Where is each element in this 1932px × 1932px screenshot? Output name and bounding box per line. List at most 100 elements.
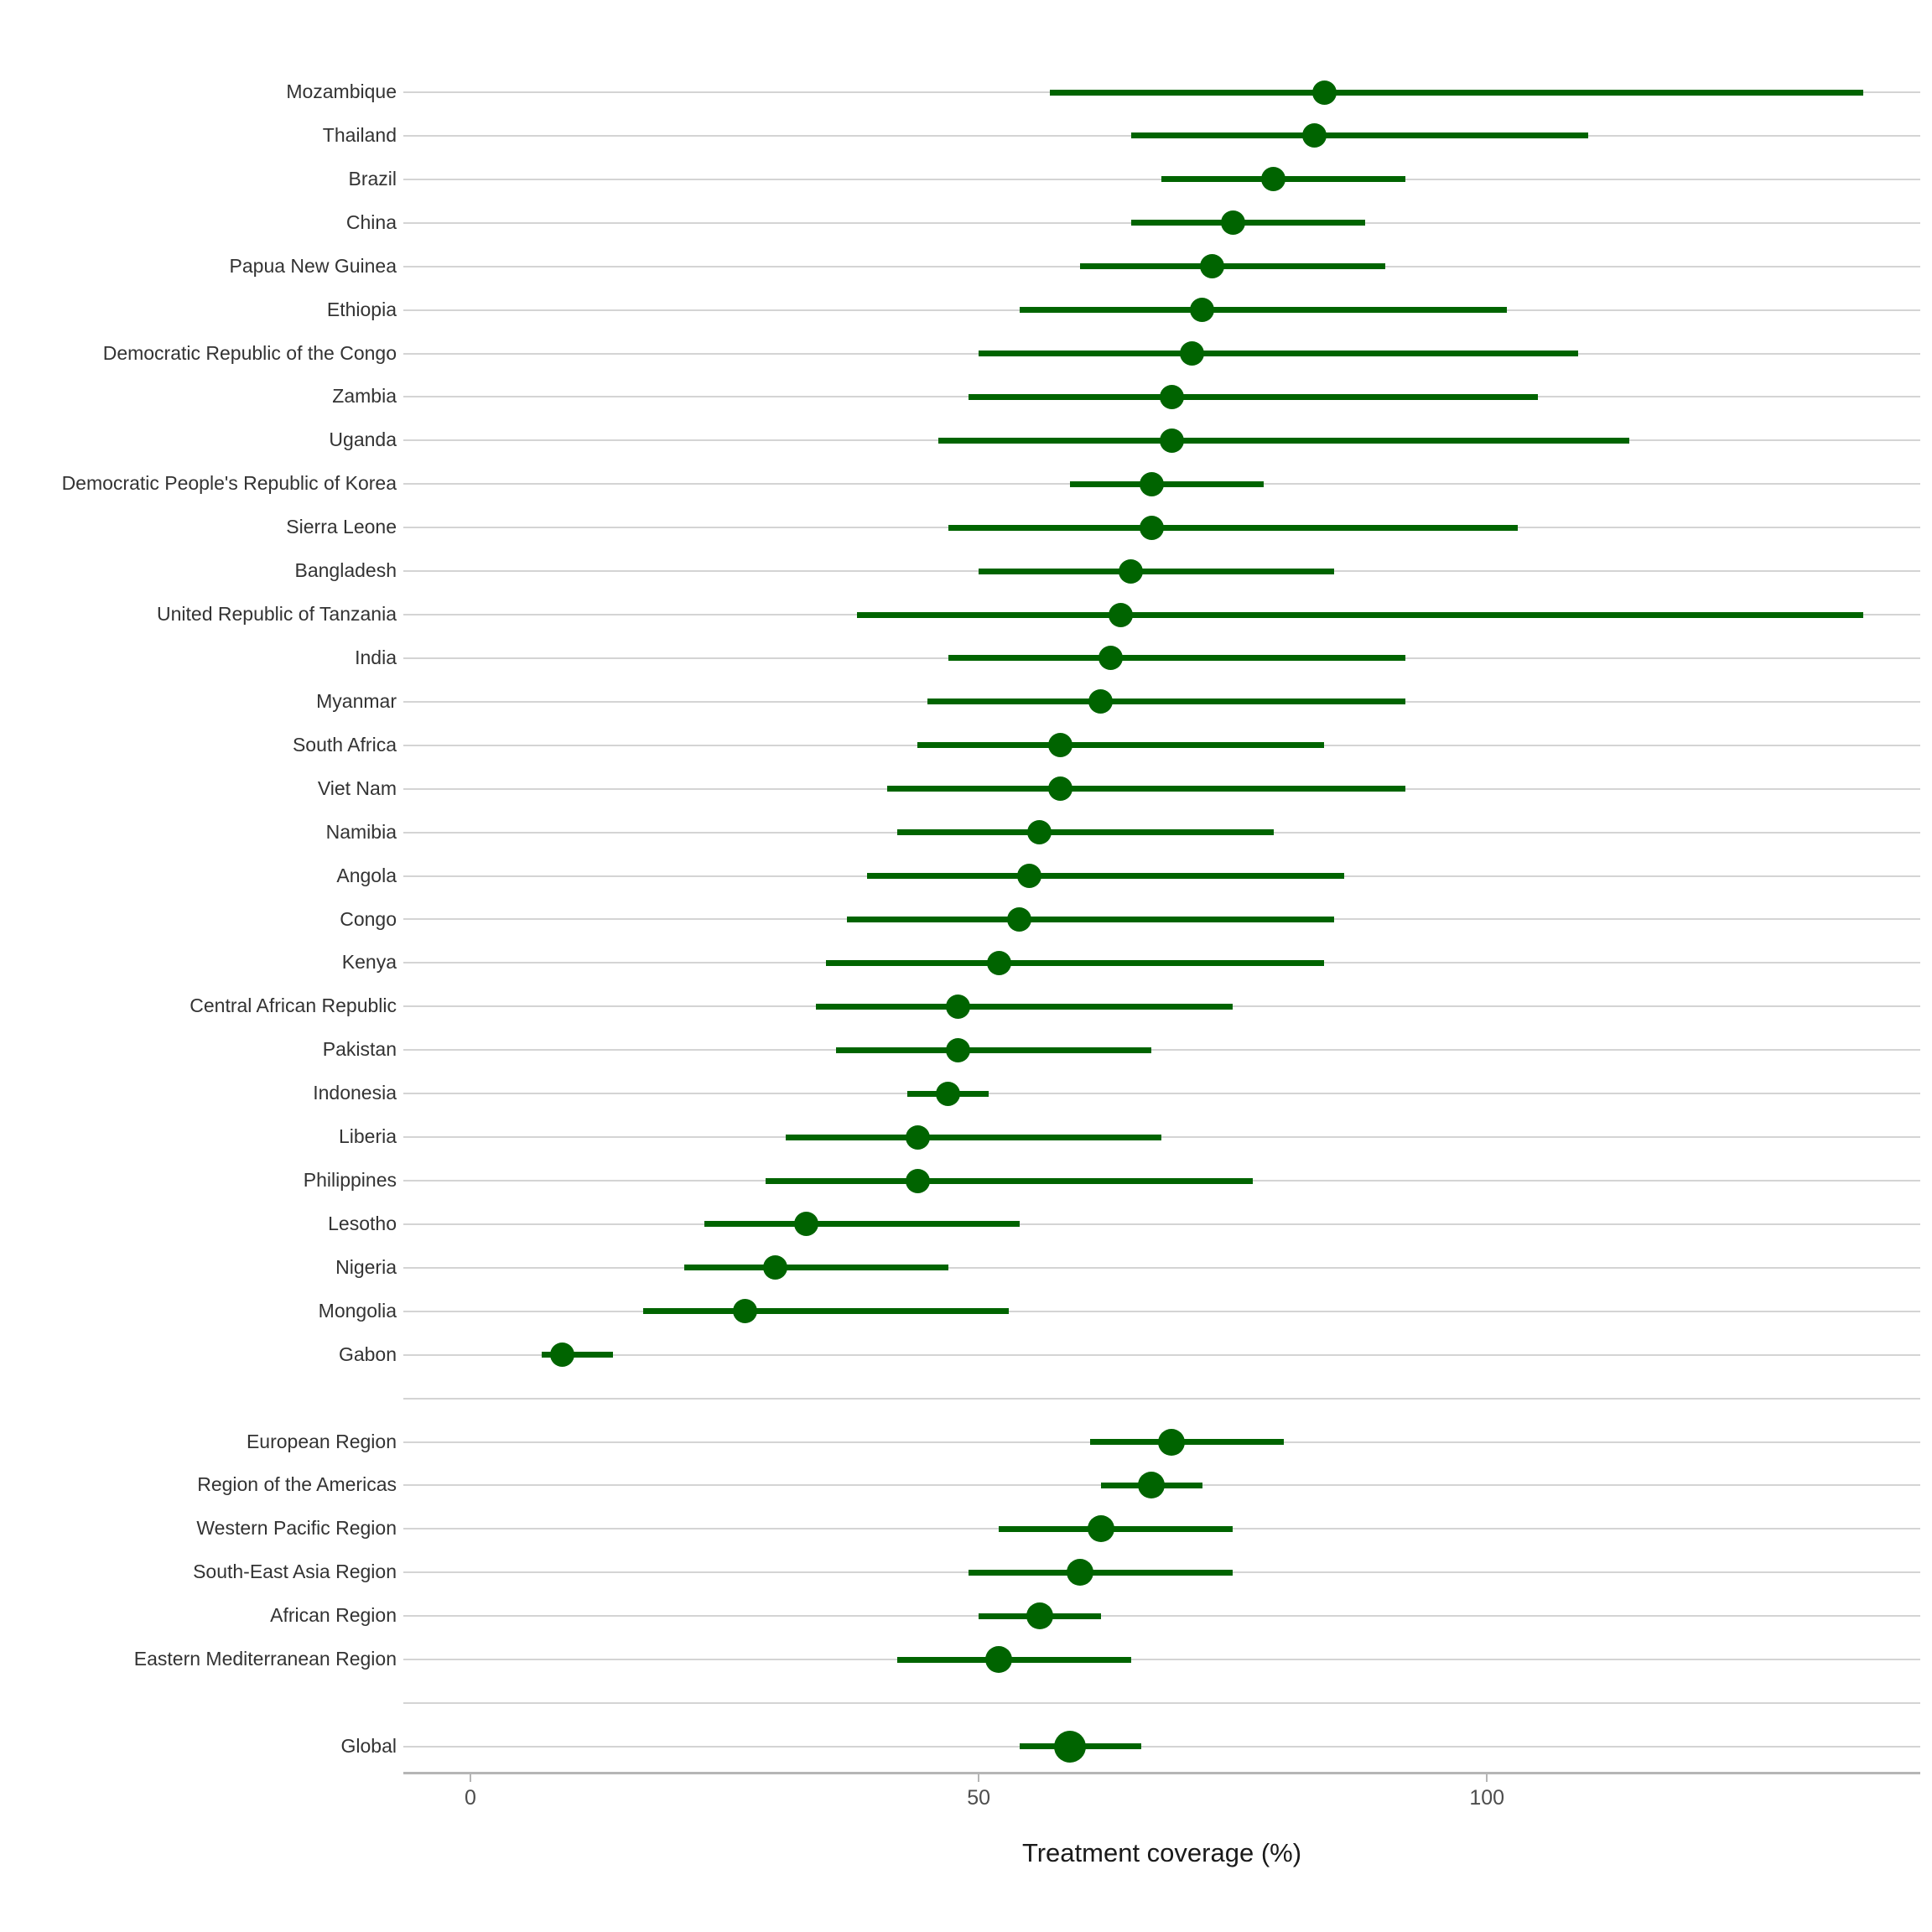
row-label: Zambia	[332, 385, 397, 408]
ci-interval-line	[999, 1525, 1233, 1532]
row-label: Namibia	[325, 820, 397, 843]
row-label: Western Pacific Region	[196, 1517, 397, 1540]
ci-interval-line	[866, 873, 1345, 880]
row-label: Mozambique	[286, 80, 397, 103]
estimate-dot	[732, 1299, 757, 1324]
ci-interval-line	[979, 351, 1579, 357]
ci-interval-line	[826, 959, 1325, 966]
x-axis-tick-mark	[1486, 1774, 1488, 1782]
row-gridline	[403, 1093, 1920, 1095]
x-axis-tick-mark	[978, 1774, 980, 1782]
estimate-dot	[1159, 384, 1184, 409]
estimate-dot	[1027, 820, 1052, 845]
estimate-dot	[905, 1124, 930, 1150]
row-label: South-East Asia Region	[193, 1561, 397, 1583]
x-axis-tick-label: 100	[1469, 1786, 1505, 1810]
row-label: Central African Republic	[190, 995, 397, 1017]
row-label: Ethiopia	[326, 298, 397, 320]
estimate-dot	[1067, 1559, 1094, 1587]
estimate-dot	[905, 1168, 930, 1193]
ci-interval-line	[948, 655, 1406, 662]
estimate-dot	[1180, 341, 1205, 366]
ci-interval-line	[968, 1569, 1233, 1576]
row-gridline	[403, 1745, 1920, 1748]
estimate-dot	[936, 1081, 961, 1106]
estimate-dot	[1301, 123, 1327, 148]
ci-interval-line	[704, 1221, 1020, 1228]
ci-interval-line	[683, 1265, 948, 1271]
ci-interval-line	[968, 393, 1538, 400]
row-label: South Africa	[292, 733, 397, 756]
row-gridline	[403, 1310, 1920, 1312]
row-label: Lesotho	[328, 1212, 397, 1234]
estimate-dot	[1047, 776, 1072, 802]
estimate-dot	[1087, 1515, 1114, 1543]
estimate-dot	[1220, 210, 1245, 236]
empty-row-gridline	[403, 1397, 1920, 1400]
ci-interval-line	[785, 1134, 1162, 1140]
estimate-dot	[793, 1212, 818, 1237]
estimate-dot	[1311, 80, 1337, 105]
estimate-dot	[1139, 471, 1164, 496]
row-label: Mongolia	[318, 1299, 397, 1322]
estimate-dot	[1109, 602, 1134, 627]
estimate-dot	[1054, 1730, 1087, 1763]
ci-interval-line	[1070, 480, 1264, 487]
ci-interval-line	[1019, 307, 1508, 314]
ci-interval-line	[765, 1177, 1254, 1184]
estimate-dot	[1139, 515, 1164, 540]
row-label: Papua New Guinea	[229, 254, 397, 277]
estimate-dot	[1190, 298, 1215, 323]
row-label: Democratic Republic of the Congo	[102, 341, 397, 364]
row-label: Kenya	[341, 951, 397, 974]
x-axis-tick-label: 50	[967, 1786, 990, 1810]
x-axis-line	[403, 1772, 1920, 1774]
row-label: Global	[340, 1735, 397, 1757]
empty-row-gridline	[403, 1702, 1920, 1705]
ci-interval-line	[887, 786, 1406, 792]
row-label: Region of the Americas	[197, 1473, 397, 1496]
row-label: Liberia	[338, 1125, 397, 1148]
row-gridline	[403, 1659, 1920, 1661]
ci-interval-line	[979, 568, 1335, 574]
ci-interval-line	[937, 437, 1629, 444]
estimate-dot	[985, 1646, 1013, 1674]
row-label: Myanmar	[316, 689, 397, 712]
row-label: India	[355, 647, 397, 668]
estimate-dot	[549, 1343, 574, 1368]
row-label: Viet Nam	[317, 776, 397, 799]
row-label: Indonesia	[313, 1082, 397, 1104]
ci-interval-line	[643, 1308, 1010, 1315]
estimate-dot	[1138, 1472, 1166, 1499]
estimate-dot	[986, 950, 1011, 975]
ci-interval-line	[1090, 1439, 1284, 1446]
row-label: Uganda	[329, 428, 397, 451]
x-axis-tick-mark	[470, 1774, 471, 1782]
ci-interval-line	[1049, 89, 1863, 96]
row-label: Philippines	[303, 1169, 397, 1192]
estimate-dot	[1158, 1428, 1186, 1456]
ci-interval-line	[927, 699, 1406, 705]
row-label: Pakistan	[322, 1038, 397, 1061]
row-gridline	[403, 1049, 1920, 1052]
ci-interval-line	[1080, 263, 1385, 270]
row-gridline	[403, 1615, 1920, 1618]
row-gridline	[403, 1353, 1920, 1356]
estimate-dot	[1261, 167, 1286, 192]
ci-interval-line	[948, 524, 1518, 531]
row-gridline	[403, 1136, 1920, 1139]
row-label: African Region	[270, 1604, 397, 1627]
ci-interval-line	[897, 829, 1274, 836]
row-label: Brazil	[348, 167, 397, 190]
estimate-dot	[946, 994, 971, 1019]
row-label: Sierra Leone	[286, 516, 397, 538]
estimate-dot	[1007, 906, 1032, 932]
ci-interval-line	[917, 742, 1325, 749]
estimate-dot	[1119, 558, 1144, 584]
estimate-dot	[946, 1037, 971, 1062]
ci-interval-line	[897, 1656, 1131, 1663]
x-axis-tick-label: 0	[465, 1786, 476, 1810]
x-axis-title: Treatment coverage (%)	[1021, 1838, 1302, 1867]
ci-interval-line	[846, 916, 1335, 922]
